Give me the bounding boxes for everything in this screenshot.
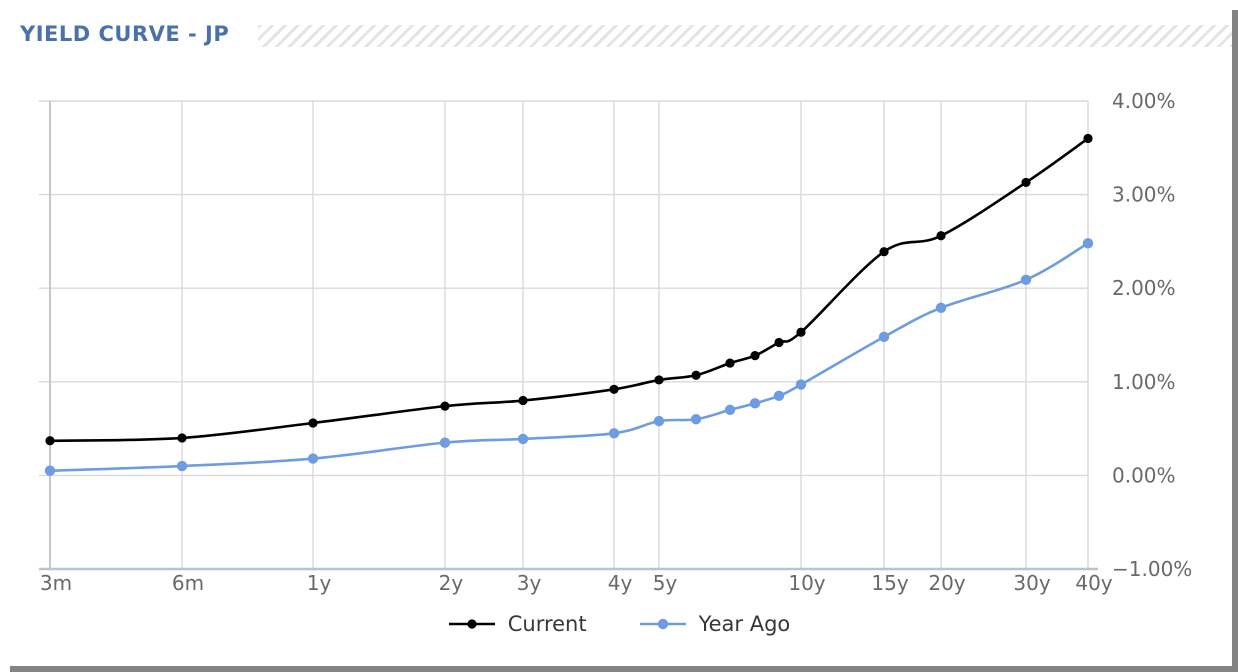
data-point-current [654, 375, 664, 385]
data-point-current [936, 231, 946, 241]
data-point-current [1021, 177, 1031, 188]
y-tick-label: 4.00% [1112, 89, 1176, 113]
x-tick-label: 30y [1013, 571, 1050, 595]
x-axis-labels: 3m 6m 1y 2y 3y 4y 5y 10y 15y 20y 30y 40y [40, 571, 1113, 595]
data-point-current [750, 350, 760, 361]
x-tick-label: 15y [871, 571, 908, 595]
x-tick-label: 2y [439, 571, 464, 595]
window-shadow-right [1232, 10, 1238, 672]
x-tick-label: 40y [1075, 571, 1112, 595]
data-point-current [440, 401, 450, 411]
data-point-current [691, 370, 701, 380]
title-hatch-band [258, 25, 1232, 47]
data-point-current [45, 436, 55, 446]
x-tick-label: 3y [517, 571, 542, 595]
x-tick-label: 6m [172, 571, 204, 595]
data-point-current [1083, 133, 1093, 144]
data-point-current [308, 418, 318, 428]
data-point-year-ago [935, 302, 947, 314]
chart-legend: Current Year Ago [0, 602, 1238, 646]
data-point-current [177, 433, 187, 443]
data-point-year-ago [1020, 274, 1032, 285]
window-shadow-bottom [10, 666, 1238, 672]
legend-label-year-ago: Year Ago [698, 612, 791, 636]
data-point-current [796, 327, 806, 337]
data-point-year-ago [690, 414, 702, 425]
data-point-year-ago [773, 390, 785, 402]
data-point-year-ago [439, 437, 451, 448]
legend-item-year-ago: Year Ago [639, 612, 791, 636]
series-year-ago [44, 238, 1094, 476]
data-point-year-ago [608, 428, 620, 439]
series-current [45, 133, 1093, 446]
y-axis-labels: 4.00% 3.00% 2.00% 1.00% 0.00% −1.00% [1112, 89, 1192, 581]
data-point-current [609, 384, 619, 394]
series-line-current [48, 137, 1090, 443]
data-point-current [774, 337, 784, 348]
data-point-year-ago [653, 415, 665, 427]
year-ago-series-marker [639, 618, 686, 630]
y-gridlines [39, 100, 1088, 477]
y-tick-label: 2.00% [1112, 276, 1176, 300]
y-tick-label: 3.00% [1112, 183, 1176, 207]
data-point-year-ago [749, 398, 761, 409]
x-tick-label: 20y [928, 571, 965, 595]
data-point-year-ago [1082, 238, 1094, 249]
data-point-current [725, 358, 735, 368]
legend-item-current: Current [448, 612, 587, 636]
data-point-year-ago [44, 465, 56, 476]
data-point-current [879, 247, 889, 257]
data-point-year-ago [517, 433, 529, 445]
x-tick-label: 4y [608, 571, 633, 595]
x-tick-label: 3m [40, 571, 72, 595]
x-gridlines [49, 101, 1089, 569]
y-tick-label: 1.00% [1112, 370, 1176, 394]
x-tick-label: 10y [788, 571, 825, 595]
legend-label-current: Current [507, 612, 587, 636]
data-point-year-ago [878, 331, 890, 343]
y-tick-label: −1.00% [1112, 557, 1192, 581]
data-point-year-ago [795, 379, 807, 390]
data-point-year-ago [176, 460, 188, 472]
x-tick-label: 5y [653, 571, 678, 595]
page-title: YIELD CURVE - JP [20, 22, 230, 46]
x-tick-label: 1y [307, 571, 332, 595]
data-point-year-ago [307, 453, 319, 464]
current-series-marker [448, 619, 495, 629]
y-tick-label: 0.00% [1112, 463, 1176, 487]
data-point-year-ago [724, 404, 736, 416]
data-point-current [518, 395, 528, 406]
